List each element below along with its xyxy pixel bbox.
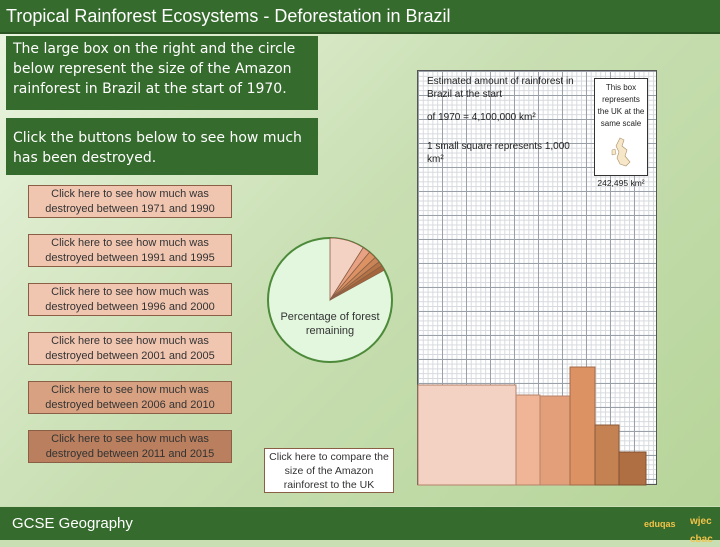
block-1996-2000 <box>539 395 571 486</box>
block-1971-1990 <box>417 384 517 486</box>
estimate-value: of 1970 = 4,100,000 km² <box>427 112 536 123</box>
pie-slice <box>329 265 385 301</box>
intro-text: The large box on the right and the circl… <box>13 41 296 97</box>
instructions-box: Click the buttons below to see how much … <box>6 118 318 175</box>
destroyed-1971-1990-button[interactable]: Click here to see how much was destroyed… <box>28 185 232 218</box>
compare-uk-button[interactable]: Click here to compare the size of the Am… <box>264 448 394 493</box>
uk-box-text: This box represents the UK at the same s… <box>597 83 645 128</box>
title-bar: Tropical Rainforest Ecosystems - Defores… <box>0 0 720 34</box>
pie-label: Percentage of forest remaining <box>280 311 380 337</box>
pie-slices <box>329 237 385 302</box>
instructions-text: Click the buttons below to see how much … <box>13 130 302 166</box>
block-1991-1995 <box>515 394 541 486</box>
block-2001-2005 <box>569 366 596 486</box>
destroyed-2006-2010-button[interactable]: Click here to see how much was destroyed… <box>28 381 232 414</box>
estimate-text: Estimated amount of rainforest in Brazil… <box>427 76 574 100</box>
destroyed-1991-1995-button[interactable]: Click here to see how much was destroyed… <box>28 234 232 267</box>
destroyed-2001-2005-button[interactable]: Click here to see how much was destroyed… <box>28 332 232 365</box>
wjec-cbac-logo: wjec cbac <box>690 516 713 545</box>
footer: GCSE Geography eduqas wjec cbac <box>0 507 720 545</box>
destroyed-2011-2015-button[interactable]: Click here to see how much was destroyed… <box>28 430 232 463</box>
page-title: Tropical Rainforest Ecosystems - Defores… <box>6 6 451 26</box>
block-2006-2010 <box>594 424 620 486</box>
destroyed-1996-2000-button[interactable]: Click here to see how much was destroyed… <box>28 283 232 316</box>
uk-area: 242,495 km² <box>597 178 645 188</box>
intro-box: The large box on the right and the circl… <box>6 36 318 110</box>
scale-text: 1 small square represents 1,000 km² <box>427 141 570 165</box>
footer-brand: GCSE Geography <box>12 515 133 532</box>
eduqas-logo: eduqas <box>644 519 676 529</box>
block-2011-2015 <box>618 451 647 486</box>
